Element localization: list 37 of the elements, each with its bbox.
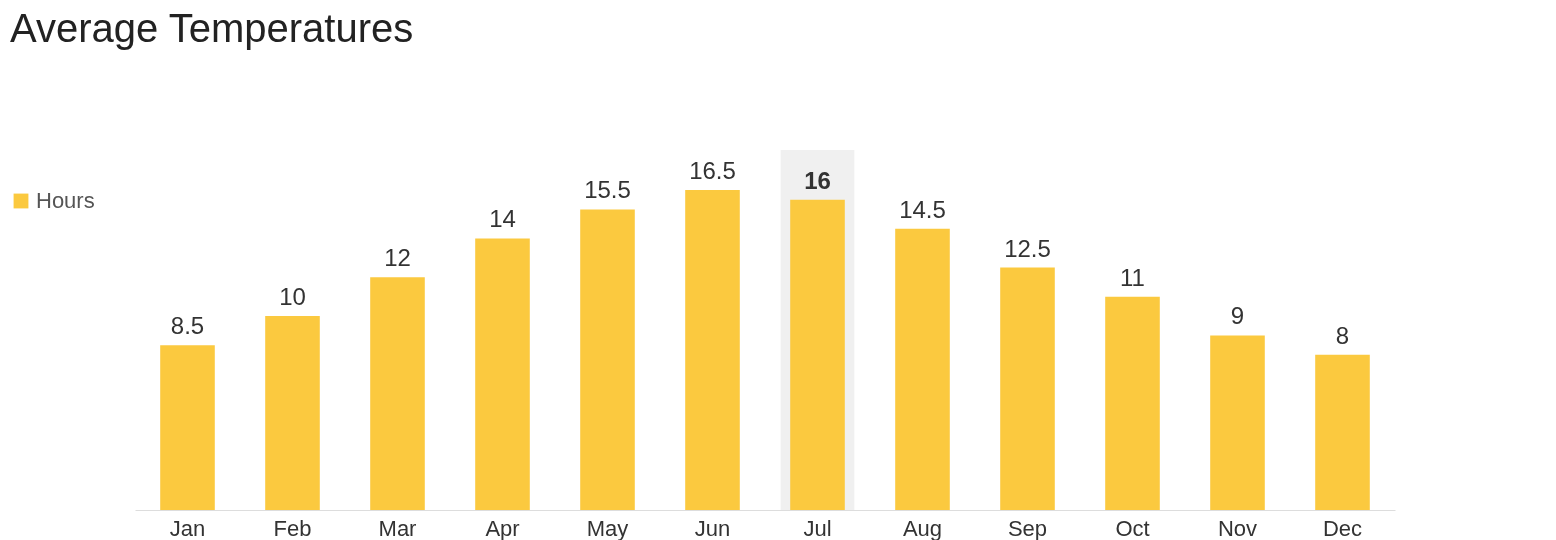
data-label: 15.5 bbox=[584, 176, 631, 204]
bar bbox=[475, 238, 530, 510]
data-label: 12.5 bbox=[1004, 234, 1051, 262]
x-tick-label: May bbox=[586, 515, 629, 540]
data-label: 8.5 bbox=[170, 312, 205, 340]
chart-title: Average Temperatures bbox=[10, 6, 414, 50]
x-tick-label: Sep bbox=[1007, 515, 1048, 540]
data-label: 14 bbox=[489, 205, 516, 233]
data-label: 9 bbox=[1230, 302, 1245, 330]
data-label: 16.5 bbox=[689, 157, 736, 184]
bar bbox=[370, 277, 425, 510]
x-tick-label: Jul bbox=[803, 515, 832, 540]
data-label: 16 bbox=[804, 166, 831, 194]
bar bbox=[685, 190, 740, 510]
bar bbox=[160, 345, 215, 510]
bar bbox=[1210, 335, 1265, 510]
bar bbox=[580, 209, 635, 510]
bar bbox=[265, 316, 320, 510]
bar bbox=[895, 228, 950, 510]
x-tick-label: Apr bbox=[485, 515, 520, 540]
x-tick-label: Jun bbox=[694, 515, 731, 540]
x-tick-label: Oct bbox=[1115, 515, 1150, 540]
bar bbox=[1105, 296, 1160, 510]
bar bbox=[1315, 354, 1370, 510]
data-label: 12 bbox=[384, 244, 411, 272]
x-tick-label: Feb bbox=[273, 515, 312, 540]
data-label: 8 bbox=[1335, 321, 1350, 349]
x-tick-label: Nov bbox=[1217, 515, 1258, 540]
x-tick-label: Dec bbox=[1322, 515, 1363, 540]
bar bbox=[1000, 267, 1055, 510]
x-tick-label: Jan bbox=[169, 515, 206, 540]
legend-label: Hours bbox=[36, 188, 95, 213]
data-label: 10 bbox=[279, 283, 306, 311]
x-tick-label: Aug bbox=[902, 515, 943, 540]
data-label: 11 bbox=[1120, 263, 1145, 291]
x-tick-label: Mar bbox=[378, 515, 417, 540]
data-label: 14.5 bbox=[899, 195, 946, 223]
